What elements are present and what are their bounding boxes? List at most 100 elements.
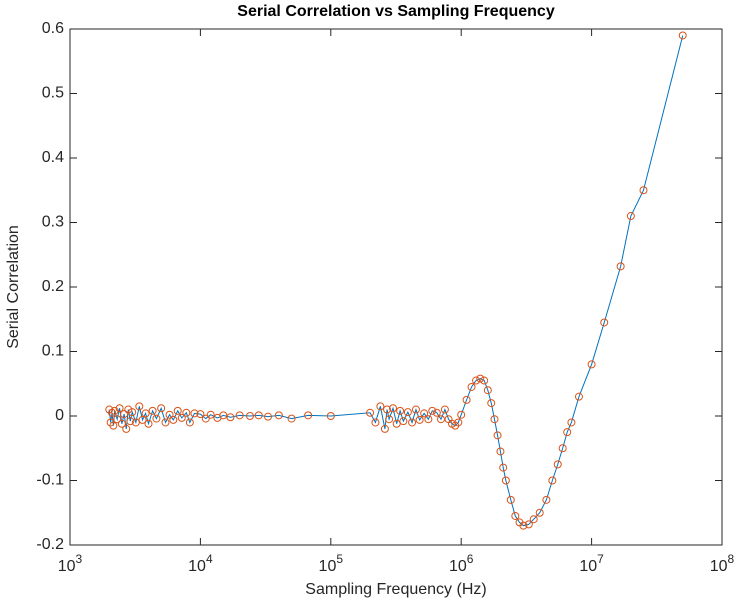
- data-point: [472, 376, 481, 385]
- y-tick-label: 0.5: [42, 85, 64, 102]
- data-point: [437, 415, 446, 424]
- data-point: [440, 405, 449, 414]
- data-point: [567, 418, 576, 427]
- data-point: [177, 413, 186, 422]
- data-point: [462, 395, 471, 404]
- data-point: [144, 419, 153, 428]
- data-point: [124, 405, 133, 414]
- data-point: [411, 405, 420, 414]
- x-tick-exponent: 6: [467, 552, 474, 566]
- data-point: [182, 408, 191, 417]
- data-point: [185, 418, 194, 427]
- data-point: [110, 406, 119, 415]
- data-point: [396, 406, 405, 415]
- data-point: [235, 411, 244, 420]
- data-point: [399, 417, 408, 426]
- y-tick-label: -0.2: [36, 536, 64, 553]
- data-point: [113, 415, 122, 424]
- data-point: [304, 411, 313, 420]
- data-point: [389, 404, 398, 413]
- data-point: [173, 406, 182, 415]
- data-point: [376, 402, 385, 411]
- x-tick-exponent: 7: [597, 552, 604, 566]
- data-point: [415, 415, 424, 424]
- data-point: [157, 404, 166, 413]
- data-point: [190, 409, 199, 418]
- data-point: [115, 404, 124, 413]
- data-point: [524, 520, 533, 529]
- data-point: [519, 521, 528, 530]
- x-tick-base: 10: [579, 558, 597, 575]
- data-point: [383, 405, 392, 414]
- data-point: [548, 476, 557, 485]
- data-point: [483, 386, 492, 395]
- data-point: [428, 406, 437, 415]
- x-tick-label: 108: [710, 552, 735, 575]
- data-point: [563, 428, 572, 437]
- data-point: [587, 360, 596, 369]
- data-point: [148, 406, 157, 415]
- data-point: [511, 511, 520, 520]
- data-point: [496, 447, 505, 456]
- data-point: [201, 414, 210, 423]
- data-point: [226, 413, 235, 422]
- data-point: [403, 408, 412, 417]
- data-point: [152, 414, 161, 423]
- data-point: [274, 411, 283, 420]
- x-tick-base: 10: [319, 558, 337, 575]
- y-tick-label: 0.6: [42, 20, 64, 37]
- data-point: [499, 463, 508, 472]
- data-point: [574, 392, 583, 401]
- y-tick-label: 0.3: [42, 214, 64, 231]
- data-point: [467, 382, 476, 391]
- data-point: [128, 408, 137, 417]
- data-point: [506, 495, 515, 504]
- data-point: [126, 417, 135, 426]
- x-tick-label: 104: [188, 552, 213, 575]
- data-point: [169, 415, 178, 424]
- data-point: [490, 415, 499, 424]
- x-tick-exponent: 4: [206, 552, 213, 566]
- y-tick-label: -0.1: [36, 472, 64, 489]
- data-point: [120, 410, 129, 419]
- data-point: [206, 410, 215, 419]
- data-point: [529, 515, 538, 524]
- data-point: [219, 411, 228, 420]
- data-point: [131, 418, 140, 427]
- data-point: [245, 412, 254, 420]
- y-axis-label: Serial Correlation: [5, 225, 22, 349]
- data-point: [326, 412, 335, 420]
- x-tick-exponent: 8: [728, 552, 735, 566]
- data-point: [678, 31, 687, 40]
- data-point: [385, 415, 394, 424]
- y-tick-label: 0: [55, 407, 64, 424]
- data-point: [480, 376, 489, 385]
- x-axis-label: Sampling Frequency (Hz): [305, 581, 486, 598]
- data-point: [141, 409, 150, 418]
- data-point: [457, 410, 466, 419]
- chart-title: Serial Correlation vs Sampling Frequency: [237, 3, 555, 20]
- data-point: [626, 212, 635, 221]
- data-point: [616, 262, 625, 271]
- data-point: [542, 495, 551, 504]
- x-tick-label: 105: [319, 552, 344, 575]
- x-tick-exponent: 3: [76, 552, 83, 566]
- data-point: [264, 412, 273, 421]
- data-point: [558, 444, 567, 453]
- data-point: [165, 410, 174, 419]
- data-point: [432, 408, 441, 417]
- data-point: [639, 186, 648, 195]
- x-tick-base: 10: [58, 558, 76, 575]
- data-point: [420, 409, 429, 418]
- data-point: [366, 408, 375, 417]
- x-tick-base: 10: [449, 558, 467, 575]
- data-point: [254, 411, 263, 420]
- x-tick-label: 107: [579, 552, 604, 575]
- data-point: [454, 418, 463, 427]
- y-tick-label: 0.1: [42, 343, 64, 360]
- data-point: [600, 318, 609, 327]
- data-point: [553, 460, 562, 469]
- data-point: [117, 419, 126, 428]
- data-point: [493, 431, 502, 440]
